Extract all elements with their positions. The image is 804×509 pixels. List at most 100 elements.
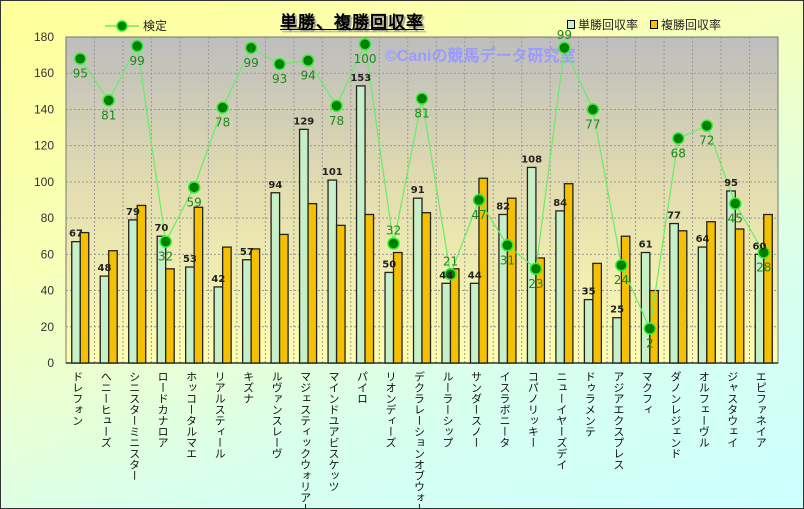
bar-win (128, 219, 138, 364)
bar-win (185, 266, 195, 364)
data-label-kentei: 24 (614, 273, 629, 287)
bar-place (165, 268, 175, 364)
data-label-kentei: 47 (471, 208, 486, 222)
bar-place (592, 262, 603, 364)
data-label-kentei: 93 (272, 72, 287, 86)
kentei-point (415, 92, 429, 105)
bar-win (555, 210, 566, 364)
data-label-win: 48 (98, 263, 112, 274)
bar-win (327, 179, 338, 364)
kentei-point (700, 119, 714, 132)
bar-place (449, 268, 460, 364)
data-label-win: 70 (154, 223, 168, 234)
data-label-win: 61 (639, 240, 653, 251)
data-label-win: 60 (753, 241, 767, 252)
kentei-point (216, 101, 229, 114)
x-tick-label: デクラレーションオブウォー (413, 370, 426, 509)
y-tick-label: 40 (41, 284, 55, 298)
bar-win (213, 286, 224, 364)
kentei-point (301, 54, 315, 67)
data-label-win: 50 (382, 259, 396, 270)
kentei-point (187, 181, 201, 194)
x-tick-label: サンダースノー (469, 371, 482, 448)
bar-place (535, 257, 546, 364)
kentei-point (529, 262, 543, 276)
y-tick-label: 120 (34, 139, 54, 153)
x-tick-label: シニスターミニスター (128, 371, 141, 481)
data-label-win: 79 (126, 207, 140, 218)
bar-win (498, 213, 509, 364)
kentei-point (73, 52, 87, 65)
kentei-point (358, 37, 372, 51)
kentei-point (472, 193, 486, 207)
bar-win (241, 259, 252, 364)
x-tick-label: マインドユアビスケッツ (327, 371, 340, 492)
data-label-kentei: 32 (386, 223, 401, 237)
x-tick-label: マジェスティックウォリアー (299, 371, 312, 509)
bar-win (697, 246, 708, 364)
bar-place (706, 221, 716, 364)
data-label-win: 94 (268, 180, 282, 191)
kentei-point (102, 94, 115, 107)
data-label-win: 95 (724, 178, 738, 189)
x-tick-label: ドレフォン (71, 371, 84, 426)
data-label-win: 153 (350, 73, 371, 84)
bar-place (677, 230, 688, 364)
data-label-kentei: 95 (73, 67, 88, 81)
x-tick-label: ドゥラメンテ (583, 371, 596, 437)
x-tick-label: ルヴァンスレーヴ (270, 371, 283, 459)
bar-win (469, 282, 480, 364)
bar-place (307, 202, 318, 364)
kentei-point (501, 239, 514, 252)
bar-place (250, 248, 261, 364)
bar-win (355, 85, 366, 364)
legend-line-marker-icon (105, 19, 139, 32)
x-tick-label: リアルスティール (213, 371, 226, 459)
data-label-win: 101 (322, 167, 343, 178)
data-label-win: 44 (468, 270, 482, 281)
data-label-kentei: 21 (443, 254, 458, 268)
bar-place (221, 246, 232, 364)
data-label-win: 64 (696, 234, 710, 245)
y-tick-label: 100 (34, 175, 54, 189)
kentei-point (130, 39, 144, 53)
legend-win: 単勝回収率 (567, 16, 638, 33)
legend-label: 単勝回収率 (578, 18, 639, 32)
x-tick-label: ニューイヤーズデイ (555, 371, 568, 470)
x-tick-label: キズナ (242, 371, 255, 404)
chart-title: 単勝、複勝回収率 (280, 13, 424, 33)
bar-place (79, 231, 90, 364)
y-tick-label: 180 (34, 30, 54, 44)
data-label-kentei: 78 (329, 114, 344, 128)
bar-place (335, 224, 346, 364)
legend-swatch (650, 20, 658, 29)
bar-win (99, 275, 110, 364)
y-tick-label: 80 (41, 211, 55, 225)
kentei-point (586, 103, 600, 116)
x-tick-label: アジアエクスプレス (612, 371, 625, 470)
bar-place (108, 250, 118, 364)
y-tick-label: 20 (41, 320, 55, 334)
data-label-kentei: 45 (728, 212, 743, 226)
data-label-win: 67 (69, 229, 83, 240)
data-label-kentei: 78 (215, 116, 230, 130)
bar-place (278, 233, 289, 364)
y-tick-label: 60 (41, 247, 55, 261)
x-tick-label: リオンディーズ (384, 371, 397, 448)
data-label-kentei: 99 (243, 56, 258, 70)
bar-win (412, 197, 423, 364)
bar-place (620, 235, 631, 364)
kentei-point (159, 235, 172, 248)
bar-win (270, 192, 281, 364)
data-label-win: 53 (183, 254, 197, 265)
bar-place (364, 213, 375, 364)
data-label-win: 42 (211, 274, 225, 285)
data-label-win: 129 (293, 116, 314, 127)
bar-place (506, 197, 517, 364)
data-label-win: 108 (521, 154, 542, 165)
bar-place (563, 183, 574, 364)
y-tick-label: 0 (47, 356, 54, 370)
kentei-point (615, 258, 628, 272)
kentei-point (387, 237, 400, 250)
